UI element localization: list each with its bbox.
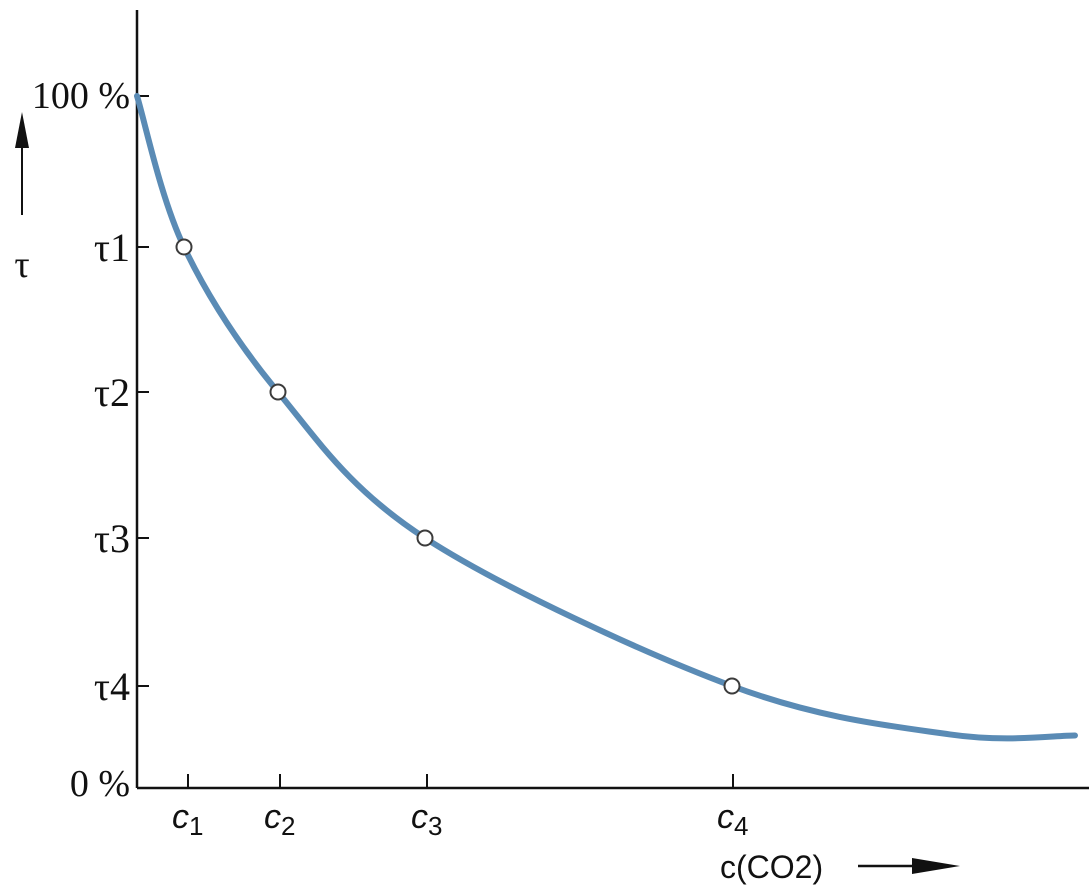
data-point: [723, 677, 741, 695]
x-ticks: c1 c2 c3 c4: [172, 774, 748, 841]
x-tick-base: c: [172, 798, 189, 836]
y-ticks: 100 % τ1 τ2 τ3 τ4 0 %: [32, 75, 149, 805]
axes: [135, 10, 1089, 790]
y-tick-label: τ3: [94, 516, 130, 561]
y-axis-arrow: [15, 112, 29, 215]
y-axis-title: τ: [14, 244, 29, 286]
x-tick-label: c3: [411, 798, 442, 841]
y-tick-label: 100 %: [32, 75, 130, 117]
x-axis-title: c(CO2): [720, 849, 823, 885]
y-tick-label: τ4: [94, 664, 130, 709]
y-tick-label: τ1: [94, 225, 130, 270]
x-tick-label: c2: [264, 798, 295, 841]
x-tick-subscript: 2: [281, 811, 295, 841]
x-tick-label: c1: [172, 798, 203, 841]
series-line: [134, 93, 1078, 742]
x-tick-base: c: [264, 798, 281, 836]
x-axis-arrow: [858, 858, 960, 874]
series-layer: [134, 93, 1078, 742]
x-tick-subscript: 3: [428, 811, 442, 841]
x-tick-base: c: [411, 798, 428, 836]
x-tick-subscript: 4: [734, 811, 748, 841]
data-point: [175, 238, 193, 256]
y-tick-label: τ2: [94, 370, 130, 415]
y-tick-label: 0 %: [70, 763, 130, 805]
x-tick-subscript: 1: [189, 811, 203, 841]
data-point: [269, 383, 287, 401]
x-tick-base: c: [717, 798, 734, 836]
data-point: [416, 529, 434, 547]
x-tick-label: c4: [717, 798, 748, 841]
